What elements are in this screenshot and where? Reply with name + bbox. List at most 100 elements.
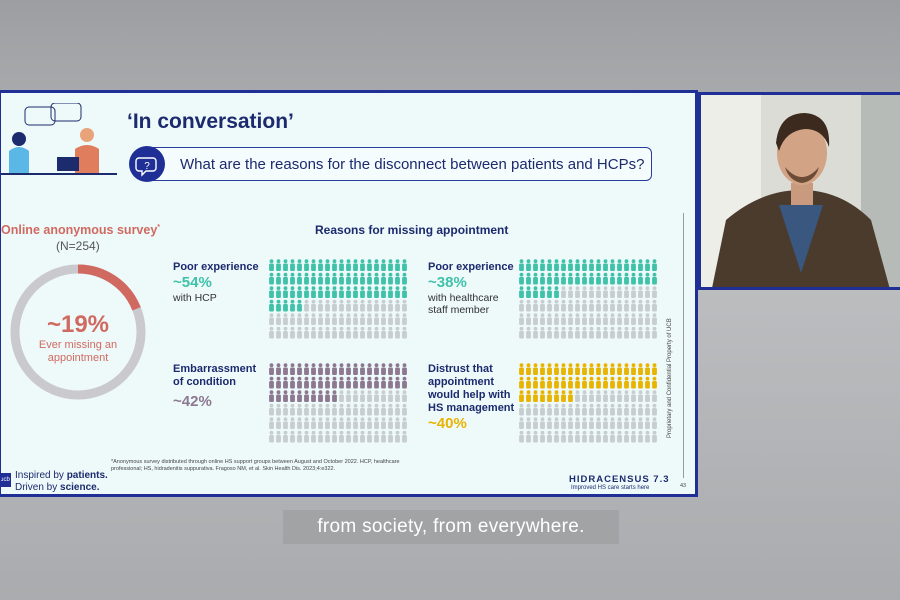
person-icon (297, 403, 302, 416)
person-icon (652, 286, 657, 298)
person-icon (596, 313, 601, 325)
person-icon (374, 286, 379, 298)
person-icon (603, 390, 608, 402)
person-icon (283, 363, 288, 375)
person-icon (638, 326, 643, 339)
person-icon (561, 259, 566, 271)
person-icon (402, 376, 407, 389)
person-icon (395, 363, 400, 375)
question-chat-icon: ? (129, 146, 165, 182)
person-icon (395, 272, 400, 285)
person-icon (568, 363, 573, 375)
person-icon (540, 390, 545, 402)
person-icon (276, 403, 281, 416)
person-icon (311, 390, 316, 402)
hidracensus-brand: HIDRACENSUS 7.3 (569, 474, 670, 485)
person-icon (547, 259, 552, 271)
person-icon (519, 326, 524, 339)
person-icon (631, 272, 636, 285)
person-icon (283, 376, 288, 389)
person-icon (589, 430, 594, 443)
person-icon (526, 390, 531, 402)
person-icon (325, 313, 330, 325)
person-icon (526, 286, 531, 298)
person-icon (311, 272, 316, 285)
person-icon (603, 259, 608, 271)
person-icon (290, 272, 295, 285)
person-icon (645, 299, 650, 312)
person-icon (318, 313, 323, 325)
person-icon (325, 430, 330, 443)
person-icon (332, 313, 337, 325)
person-icon (540, 363, 545, 375)
person-icon (645, 403, 650, 416)
person-icon (346, 417, 351, 429)
person-icon (388, 272, 393, 285)
person-icon (561, 363, 566, 375)
person-icon (290, 376, 295, 389)
person-icon (610, 299, 615, 312)
person-icon (652, 403, 657, 416)
person-icon (304, 363, 309, 375)
person-icon (339, 390, 344, 402)
person-icon (624, 326, 629, 339)
person-icon (624, 299, 629, 312)
person-icon (547, 313, 552, 325)
person-icon (367, 259, 372, 271)
person-icon (276, 313, 281, 325)
person-icon (402, 299, 407, 312)
question-text: What are the reasons for the disconnect … (180, 156, 645, 173)
person-icon (624, 403, 629, 416)
person-icon (610, 363, 615, 375)
person-icon (589, 390, 594, 402)
person-icon (596, 326, 601, 339)
person-icon (652, 326, 657, 339)
reason-block-distrust: Distrust that appointment would help wit… (428, 363, 518, 433)
person-icon (596, 417, 601, 429)
person-icon (381, 313, 386, 325)
person-icon (297, 259, 302, 271)
person-icon (638, 376, 643, 389)
person-icon (533, 376, 538, 389)
person-icon (631, 403, 636, 416)
person-icon (269, 313, 274, 325)
person-icon (526, 259, 531, 271)
person-icon (269, 286, 274, 298)
reason-percent: ~42% (173, 393, 212, 410)
person-icon (617, 376, 622, 389)
person-icon (561, 390, 566, 402)
speaker-image (701, 95, 900, 287)
person-icon (526, 313, 531, 325)
reason-percent: ~40% (428, 415, 467, 432)
survey-sample-size: (N=254) (56, 239, 100, 253)
person-icon (610, 272, 615, 285)
person-icon (652, 417, 657, 429)
person-icon (360, 286, 365, 298)
people-grid-distrust (519, 363, 657, 443)
person-icon (367, 417, 372, 429)
person-icon (311, 417, 316, 429)
person-icon (575, 430, 580, 443)
person-icon (547, 363, 552, 375)
person-icon (526, 376, 531, 389)
person-icon (596, 376, 601, 389)
person-icon (283, 326, 288, 339)
person-icon (402, 326, 407, 339)
person-icon (353, 376, 358, 389)
person-icon (339, 430, 344, 443)
person-icon (381, 390, 386, 402)
person-icon (353, 299, 358, 312)
person-icon (290, 286, 295, 298)
person-icon (367, 376, 372, 389)
person-icon (645, 390, 650, 402)
person-icon (582, 430, 587, 443)
person-icon (540, 313, 545, 325)
person-icon (603, 417, 608, 429)
person-icon (603, 286, 608, 298)
person-icon (638, 363, 643, 375)
person-icon (346, 376, 351, 389)
person-icon (519, 299, 524, 312)
person-icon (283, 417, 288, 429)
person-icon (395, 417, 400, 429)
person-icon (367, 326, 372, 339)
